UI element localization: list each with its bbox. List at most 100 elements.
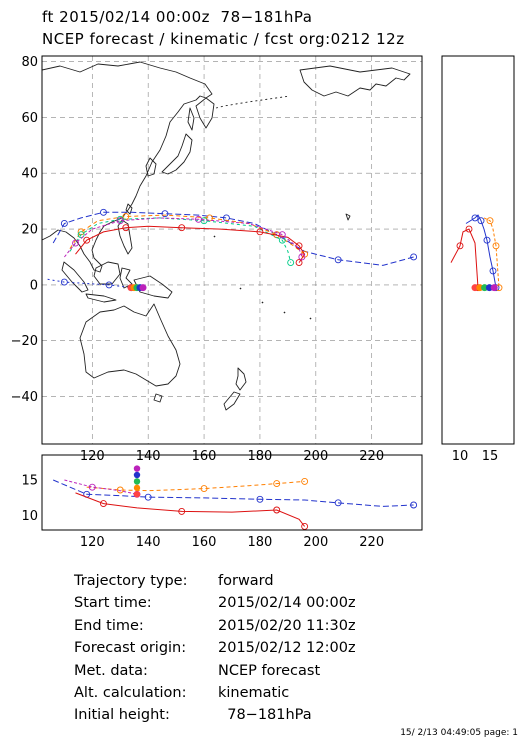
map-y-tick-label: 20	[21, 223, 38, 238]
info-label: Alt. calculation:	[74, 684, 187, 701]
trajectory-line	[69, 217, 292, 263]
info-row-start-time: Start time: 2015/02/14 00:00z	[74, 592, 356, 614]
map-trajectories	[47, 208, 418, 292]
info-row-initial-height: Initial height: 78−181hPa	[74, 704, 356, 726]
coastline-java	[85, 293, 117, 303]
trajectory-line	[52, 211, 414, 266]
trajectory-point	[116, 217, 124, 225]
trajectory-info-block: Trajectory type: forward Start time: 2015/…	[74, 570, 356, 727]
info-value: forward	[218, 573, 274, 589]
trajectory-point	[492, 242, 500, 250]
trajectory-point	[100, 208, 107, 216]
coastline-sulawesi	[119, 267, 133, 289]
page-footer: 15/ 2/13 04:49:05 page: 1	[400, 728, 518, 738]
trajectory-point	[298, 253, 306, 261]
coastline-japan	[161, 133, 193, 175]
map-gridlines	[42, 56, 422, 444]
trajectory-point	[161, 210, 169, 218]
map-y-tick-label: 0	[30, 278, 38, 293]
info-row-met-data: Met. data: NCEP forecast	[74, 660, 356, 682]
info-row-forecast-origin: Forecast origin: 2015/02/12 12:00z	[74, 637, 356, 659]
start-point-marker	[485, 284, 493, 292]
trajectory-point	[105, 281, 113, 289]
chart-title-line-1: ft 2015/02/14 00:00z 78−181hPa	[42, 8, 313, 26]
info-row-end-time: End time: 2015/02/20 11:30z	[74, 615, 356, 637]
coastline-asia	[42, 61, 213, 273]
info-row-alt-calculation: Alt. calculation: kinematic	[74, 682, 356, 704]
start-point-marker	[476, 284, 484, 292]
trajectory-line	[450, 228, 479, 288]
trajectory-line	[69, 214, 305, 255]
map-x-tick-label: 140	[136, 449, 161, 464]
height-tick-labels: 120 140 160 180 200 220 15 10	[21, 474, 384, 551]
coastline-new-zealand-north	[235, 367, 247, 391]
coastline-taiwan	[125, 203, 133, 215]
start-point-marker	[471, 284, 479, 292]
info-label: Initial height:	[74, 707, 170, 724]
start-point-marker	[133, 471, 141, 479]
trajectory-point	[88, 483, 96, 491]
trajectory-point	[334, 256, 342, 264]
coastline-islands	[213, 235, 312, 320]
map-y-tick-label: −40	[11, 390, 38, 405]
trajectory-point	[256, 495, 264, 503]
coastline-aleutians	[215, 95, 291, 109]
latitude-tick-labels: 10 15	[452, 449, 499, 464]
height-y-tick-label: 10	[21, 509, 38, 524]
trajectory-line	[465, 214, 497, 288]
coastlines	[42, 61, 411, 411]
coastline-borneo	[93, 261, 121, 285]
trajectory-point	[287, 259, 295, 267]
start-point-marker	[481, 284, 489, 292]
info-label: Trajectory type:	[74, 573, 188, 589]
trajectory-point	[83, 236, 91, 244]
trajectory-point	[334, 499, 342, 507]
trajectory-line	[86, 480, 305, 492]
coastline-australia	[79, 303, 181, 387]
trajectory-point	[278, 231, 286, 239]
coastline-sumatra	[61, 261, 89, 293]
trajectory-line	[47, 278, 132, 289]
trajectory-point	[273, 480, 281, 488]
trajectory-line	[64, 479, 138, 495]
start-point-marker	[133, 478, 141, 485]
info-value: 78−181hPa	[218, 707, 312, 724]
latitude-x-tick-label: 10	[452, 449, 469, 464]
height-x-tick-label: 200	[303, 535, 328, 550]
info-label: Start time:	[74, 595, 152, 612]
trajectory-line	[75, 225, 306, 263]
info-value: 2015/02/20 11:30z	[218, 617, 356, 634]
height-frame	[41, 454, 423, 531]
chart-title-line-2: NCEP forecast / kinematic / fcst org:021…	[42, 30, 405, 48]
info-value: 2015/02/14 00:00z	[218, 595, 356, 612]
trajectory-point	[144, 493, 152, 501]
coastline-kamchatka	[195, 97, 215, 129]
coastline-sakhalin	[187, 107, 195, 131]
info-label: End time:	[74, 617, 144, 634]
start-point-marker	[490, 284, 498, 292]
map-y-tick-label: 40	[21, 167, 38, 182]
trajectory-point	[489, 267, 497, 275]
trajectory-line	[64, 217, 303, 258]
trajectory-point	[483, 236, 491, 244]
map-frame	[41, 55, 423, 445]
height-x-tick-label: 220	[359, 535, 384, 550]
trajectory-point	[100, 500, 107, 508]
trajectory-line	[483, 217, 500, 288]
map-y-tick-label: 80	[21, 55, 38, 70]
info-row-trajectory-type: Trajectory type: forward	[74, 570, 356, 592]
trajectory-point	[410, 253, 418, 261]
coastline-new-guinea	[133, 275, 173, 299]
coastline-korea	[145, 157, 157, 177]
trajectory-point	[222, 214, 230, 222]
coastline-new-zealand-south	[223, 391, 241, 411]
height-y-tick-label: 15	[21, 474, 38, 489]
latitude-trajectories	[450, 214, 503, 292]
height-panel: 120 140 160 180 200 220 15 10	[21, 454, 423, 551]
trajectory-point	[273, 506, 281, 514]
height-x-tick-label: 160	[192, 535, 217, 550]
trajectory-point	[122, 224, 130, 232]
